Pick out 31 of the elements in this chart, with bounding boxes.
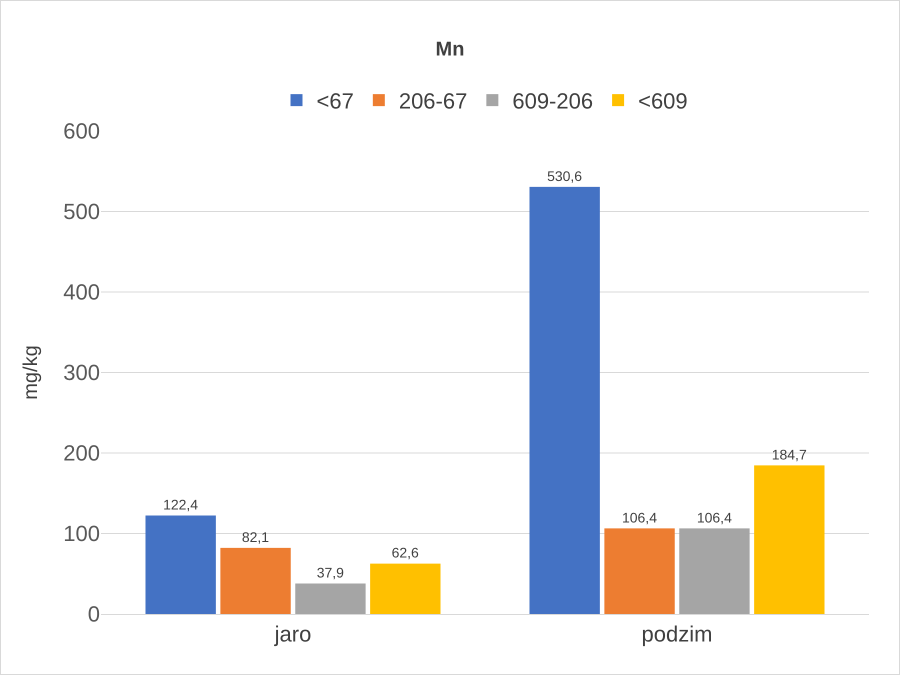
bar bbox=[220, 548, 291, 614]
legend-label: <609 bbox=[638, 88, 688, 114]
data-label: 82,1 bbox=[242, 528, 270, 545]
y-tick-label: 500 bbox=[63, 199, 100, 224]
y-tick-label: 0 bbox=[88, 602, 100, 627]
y-tick-label: 200 bbox=[63, 440, 100, 466]
y-axis-title: mg/kg bbox=[20, 345, 42, 400]
bar bbox=[145, 515, 216, 614]
bar bbox=[604, 528, 675, 614]
data-label: 530,6 bbox=[547, 168, 582, 184]
bar bbox=[529, 186, 600, 614]
bar bbox=[679, 528, 750, 614]
legend-label: <67 bbox=[316, 88, 354, 114]
data-label: 106,4 bbox=[696, 509, 732, 526]
y-tick-label: 400 bbox=[63, 280, 100, 305]
x-tick-label: podzim bbox=[642, 621, 712, 646]
data-label: 184,7 bbox=[772, 446, 807, 462]
bar bbox=[754, 465, 825, 614]
legend-label: 609-206 bbox=[512, 88, 594, 114]
y-tick-label: 600 bbox=[63, 118, 100, 144]
legend-label: 206-67 bbox=[398, 88, 468, 114]
data-label: 37,9 bbox=[316, 564, 344, 580]
x-tick-label: jaro bbox=[274, 621, 312, 646]
y-tick-label: 100 bbox=[63, 521, 100, 546]
data-label: 106,4 bbox=[622, 509, 658, 526]
chart-title: Mn bbox=[436, 38, 464, 60]
bar bbox=[370, 564, 441, 614]
y-tick-label: 300 bbox=[63, 360, 100, 386]
bar bbox=[295, 583, 366, 614]
data-label: 62,6 bbox=[392, 544, 420, 561]
data-label: 122,4 bbox=[163, 496, 198, 512]
